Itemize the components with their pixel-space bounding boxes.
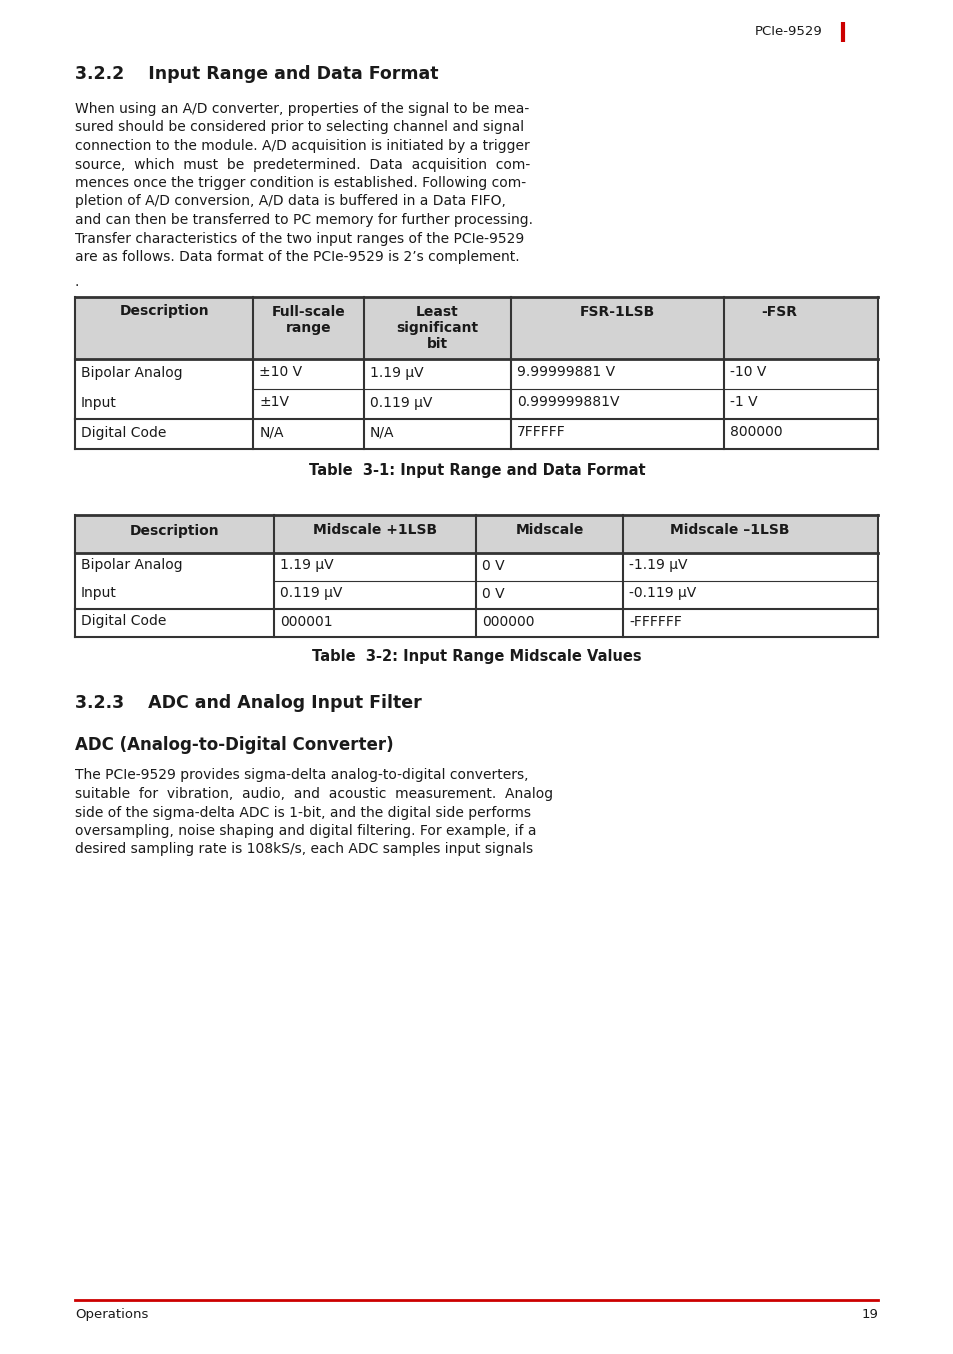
Text: Table  3-2: Input Range Midscale Values: Table 3-2: Input Range Midscale Values: [312, 649, 641, 663]
Text: 0 V: 0 V: [482, 558, 504, 573]
Text: and can then be transferred to PC memory for further processing.: and can then be transferred to PC memory…: [75, 213, 533, 227]
Text: 3.2.2    Input Range and Data Format: 3.2.2 Input Range and Data Format: [75, 65, 438, 83]
Text: 800000: 800000: [729, 425, 781, 440]
Text: 3.2.3    ADC and Analog Input Filter: 3.2.3 ADC and Analog Input Filter: [75, 695, 421, 712]
Text: Description: Description: [130, 524, 219, 538]
Bar: [75, 297, 877, 359]
Text: Transfer characteristics of the two input ranges of the PCIe-9529: Transfer characteristics of the two inpu…: [75, 232, 524, 245]
Text: Midscale –1LSB: Midscale –1LSB: [669, 524, 789, 538]
Text: -1.19 μV: -1.19 μV: [629, 558, 687, 573]
Text: Midscale: Midscale: [516, 524, 583, 538]
Text: .: .: [75, 275, 79, 288]
Text: suitable  for  vibration,  audio,  and  acoustic  measurement.  Analog: suitable for vibration, audio, and acous…: [75, 787, 553, 802]
Text: -10 V: -10 V: [729, 366, 765, 379]
Text: -FSR: -FSR: [760, 305, 797, 318]
Text: -0.119 μV: -0.119 μV: [629, 586, 696, 601]
Text: 1.19 μV: 1.19 μV: [280, 558, 334, 573]
Text: Bipolar Analog: Bipolar Analog: [81, 558, 182, 573]
Text: Table  3-1: Input Range and Data Format: Table 3-1: Input Range and Data Format: [309, 463, 644, 478]
Text: 0.999999881V: 0.999999881V: [517, 395, 618, 409]
Text: source,  which  must  be  predetermined.  Data  acquisition  com-: source, which must be predetermined. Dat…: [75, 157, 530, 172]
Text: connection to the module. A/D acquisition is initiated by a trigger: connection to the module. A/D acquisitio…: [75, 139, 529, 153]
Text: Input: Input: [81, 395, 117, 409]
Text: are as follows. Data format of the PCIe-9529 is 2’s complement.: are as follows. Data format of the PCIe-…: [75, 250, 519, 264]
Text: When using an A/D converter, properties of the signal to be mea-: When using an A/D converter, properties …: [75, 102, 529, 116]
Text: 7FFFFF: 7FFFFF: [517, 425, 565, 440]
Text: 19: 19: [861, 1308, 877, 1322]
Text: mences once the trigger condition is established. Following com-: mences once the trigger condition is est…: [75, 176, 525, 190]
Text: 0.119 μV: 0.119 μV: [280, 586, 342, 601]
Text: sured should be considered prior to selecting channel and signal: sured should be considered prior to sele…: [75, 121, 523, 134]
Text: Midscale +1LSB: Midscale +1LSB: [313, 524, 436, 538]
Text: Operations: Operations: [75, 1308, 149, 1322]
Text: -FFFFFF: -FFFFFF: [629, 615, 681, 628]
Text: ADC (Analog-to-Digital Converter): ADC (Analog-to-Digital Converter): [75, 737, 394, 754]
Text: FSR-1LSB: FSR-1LSB: [579, 305, 655, 318]
Text: The PCIe-9529 provides sigma-delta analog-to-digital converters,: The PCIe-9529 provides sigma-delta analo…: [75, 769, 528, 783]
Text: Description: Description: [119, 305, 209, 318]
Text: PCIe-9529: PCIe-9529: [754, 24, 821, 38]
Text: 0.119 μV: 0.119 μV: [370, 395, 432, 409]
Text: -1 V: -1 V: [729, 395, 757, 409]
Text: 000000: 000000: [482, 615, 535, 628]
Text: Full-scale
range: Full-scale range: [272, 305, 345, 334]
Text: ±1V: ±1V: [259, 395, 289, 409]
Text: oversampling, noise shaping and digital filtering. For example, if a: oversampling, noise shaping and digital …: [75, 825, 536, 838]
Text: N/A: N/A: [259, 425, 283, 440]
Text: Digital Code: Digital Code: [81, 615, 166, 628]
Text: Least
significant
bit: Least significant bit: [396, 305, 478, 351]
Text: side of the sigma-delta ADC is 1-bit, and the digital side performs: side of the sigma-delta ADC is 1-bit, an…: [75, 806, 531, 819]
Text: Input: Input: [81, 586, 117, 601]
Text: 1.19 μV: 1.19 μV: [370, 366, 423, 379]
Text: Digital Code: Digital Code: [81, 425, 166, 440]
Text: 9.99999881 V: 9.99999881 V: [517, 366, 615, 379]
Text: 0 V: 0 V: [482, 586, 504, 601]
Bar: [75, 515, 877, 552]
Text: pletion of A/D conversion, A/D data is buffered in a Data FIFO,: pletion of A/D conversion, A/D data is b…: [75, 195, 505, 209]
Text: desired sampling rate is 108kS/s, each ADC samples input signals: desired sampling rate is 108kS/s, each A…: [75, 842, 533, 857]
Text: ±10 V: ±10 V: [259, 366, 302, 379]
Text: Bipolar Analog: Bipolar Analog: [81, 366, 182, 379]
Text: N/A: N/A: [370, 425, 395, 440]
Text: 000001: 000001: [280, 615, 333, 628]
